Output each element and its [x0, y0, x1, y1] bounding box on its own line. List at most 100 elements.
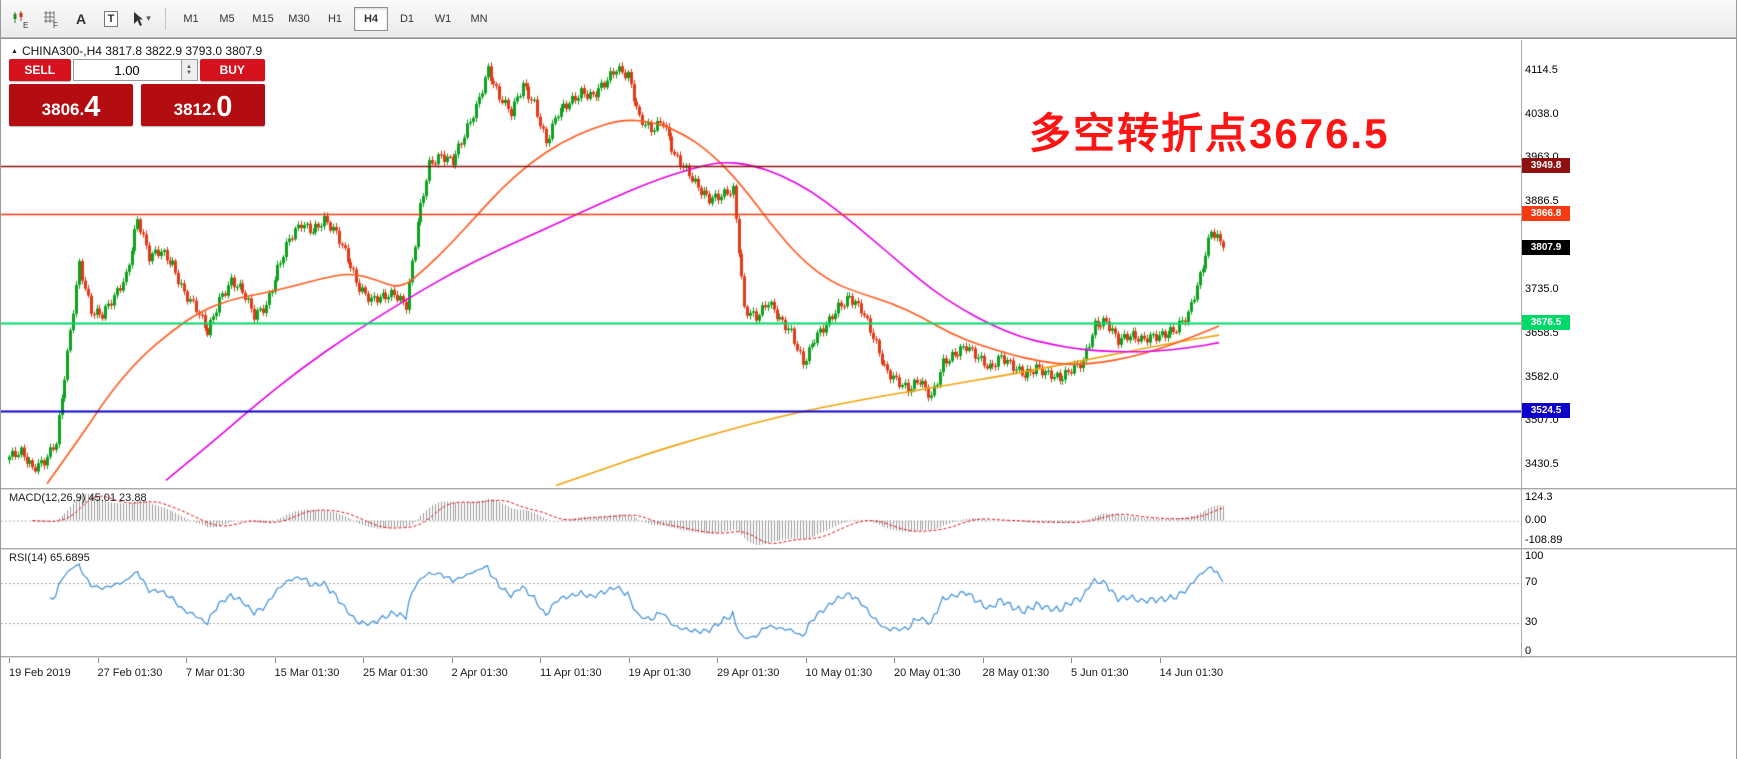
timeframe-button-h4[interactable]: H4: [354, 6, 388, 31]
timeframe-button-mn[interactable]: MN: [470, 12, 488, 25]
sell-price-big-digit: 4: [84, 91, 101, 123]
price-axis-separator: [1521, 40, 1522, 658]
time-axis-tick: [1159, 658, 1161, 663]
main-price-pane: ▲ CHINA300-,H4 3817.8 3822.9 3793.0 3807…: [1, 40, 1736, 488]
timeframe-button-d1[interactable]: D1: [399, 12, 415, 25]
price-badge-3676.5: 3676.5: [1522, 315, 1570, 331]
time-axis-tick: [628, 658, 630, 663]
svg-text:F: F: [53, 21, 58, 29]
time-axis-tick: [982, 658, 984, 663]
buy-price-main: 3812.: [173, 100, 217, 119]
grid-glyph: F: [44, 10, 58, 29]
buy-price-big-digit: 0: [216, 91, 233, 123]
grid-icon[interactable]: F: [37, 5, 65, 33]
price-badge-3524.5: 3524.5: [1522, 402, 1570, 418]
candles-glyph: E: [13, 10, 28, 29]
time-axis[interactable]: 19 Feb 2019 27 Feb 01:30 7 Mar 01:30 15 Mar…: [1, 658, 1736, 688]
pane-divider[interactable]: [1, 656, 1736, 658]
time-axis-tick: [717, 658, 718, 663]
pane-divider[interactable]: [1, 488, 1736, 490]
macd-axis-label: 0.00: [1525, 513, 1547, 526]
macd-indicator-pane: MACD(12,26,9) 45.01 23.88 124.3 0.00 -108.…: [1, 490, 1736, 548]
rsi-indicator-pane: RSI(14) 65.6895 100 70 30 0: [1, 550, 1736, 657]
toolbar: E F A T ▾ M1 M5 M15 M30 H1 H4 D1 W1 MN: [1, 0, 1736, 38]
trade-buttons-row: SELL 1.00 ▲ ▼ BUY: [9, 59, 265, 81]
time-axis-label: 10 May 01:30: [805, 667, 873, 679]
time-axis-tick: [1071, 658, 1072, 663]
trade-prices-row: 3806. 4 3812. 0: [9, 84, 265, 126]
volume-spinner[interactable]: ▲ ▼: [180, 60, 197, 80]
rsi-axis-label: 100: [1525, 550, 1544, 562]
pane-divider[interactable]: [1, 548, 1736, 550]
time-axis-label: 25 Mar 01:30: [363, 667, 428, 679]
time-axis-tick: [97, 658, 99, 663]
rsi-axis-label: 70: [1525, 576, 1538, 589]
sell-price-main: 3806.: [41, 100, 85, 119]
crosshair-cursor-icon[interactable]: ▾: [127, 5, 155, 33]
letter-t-glyph: T: [103, 10, 119, 27]
time-axis-label: 28 May 01:30: [982, 667, 1050, 679]
time-axis-tick: [274, 658, 276, 663]
rsi-canvas[interactable]: [1, 550, 1521, 656]
time-axis-tick: [894, 658, 895, 663]
time-axis-label: 5 Jun 01:30: [1071, 667, 1129, 679]
spinner-up-icon[interactable]: ▲: [186, 64, 192, 70]
volume-input[interactable]: 1.00 ▲ ▼: [72, 59, 198, 81]
chinese-annotation-text: 多空转折点3676.5: [1029, 110, 1390, 157]
timeframe-button-m5[interactable]: M5: [219, 12, 235, 25]
time-axis-tick: [451, 658, 453, 663]
price-badge-3949.8: 3949.8: [1522, 157, 1570, 173]
buy-price-display[interactable]: 3812. 0: [141, 84, 265, 126]
timeframe-button-m15[interactable]: M15: [252, 12, 274, 25]
macd-canvas[interactable]: [1, 490, 1521, 548]
rsi-label: RSI(14) 65.6895: [9, 552, 90, 564]
dropdown-caret-icon: ▾: [146, 13, 151, 23]
price-axis-label: 4114.5: [1525, 64, 1558, 76]
cursor-arrow-glyph: [134, 11, 144, 26]
time-axis-tick: [363, 658, 364, 663]
time-axis-label: 27 Feb 01:30: [97, 667, 163, 679]
chart-window: ▲ CHINA300-,H4 3817.8 3822.9 3793.0 3807…: [1, 38, 1736, 759]
volume-value: 1.00: [114, 62, 140, 78]
spinner-down-icon[interactable]: ▼: [186, 70, 192, 76]
macd-axis-label: -108.89: [1525, 534, 1563, 546]
oneclick-expand-icon[interactable]: ▲: [11, 47, 18, 55]
time-axis-tick: [186, 658, 187, 663]
price-axis-label: 3886.5: [1525, 195, 1559, 208]
price-axis-label: 3735.0: [1525, 282, 1559, 295]
time-axis-tick: [9, 658, 10, 663]
time-axis-label: 11 Apr 01:30: [540, 667, 602, 679]
sell-price-display[interactable]: 3806. 4: [9, 84, 133, 126]
timeframe-button-m30[interactable]: M30: [288, 12, 310, 25]
timeframe-button-h1[interactable]: H1: [327, 12, 343, 25]
letter-a-glyph: A: [75, 10, 87, 27]
one-click-trade-panel: SELL 1.00 ▲ ▼ BUY 3806. 4: [9, 59, 265, 126]
sell-button[interactable]: SELL: [9, 59, 71, 81]
svg-text:E: E: [23, 21, 28, 29]
time-axis-label: 2 Apr 01:30: [451, 667, 508, 679]
macd-label: MACD(12,26,9) 45.01 23.88: [9, 492, 147, 504]
time-axis-label: 14 Jun 01:30: [1159, 667, 1224, 679]
time-axis-label: 7 Mar 01:30: [186, 667, 245, 679]
indicator-candles-icon[interactable]: E: [7, 5, 35, 33]
chart-header: ▲ CHINA300-,H4 3817.8 3822.9 3793.0 3807…: [11, 44, 262, 58]
price-badge-3807.9: 3807.9: [1522, 239, 1570, 255]
price-axis-label: 3582.0: [1525, 370, 1559, 383]
text-label-icon[interactable]: A: [67, 5, 95, 33]
buy-button[interactable]: BUY: [199, 59, 265, 81]
time-axis-tick: [805, 658, 807, 663]
timeframe-button-m1[interactable]: M1: [183, 12, 199, 25]
time-axis-label: 29 Apr 01:30: [717, 667, 780, 679]
macd-axis-label: 124.3: [1525, 491, 1553, 503]
price-axis-label: 3430.5: [1525, 458, 1559, 470]
timeframe-button-w1[interactable]: W1: [434, 12, 452, 25]
time-axis-label: 15 Mar 01:30: [274, 667, 340, 679]
price-badge-3866.8: 3866.8: [1522, 205, 1570, 221]
time-axis-label: 20 May 01:30: [894, 667, 961, 679]
text-box-icon[interactable]: T: [97, 5, 125, 33]
rsi-axis-label: 0: [1525, 645, 1532, 657]
toolbar-separator: [165, 7, 166, 30]
rsi-axis-label: 30: [1525, 615, 1538, 628]
time-axis-tick: [540, 658, 541, 663]
price-axis-label: 4038.0: [1525, 108, 1559, 121]
